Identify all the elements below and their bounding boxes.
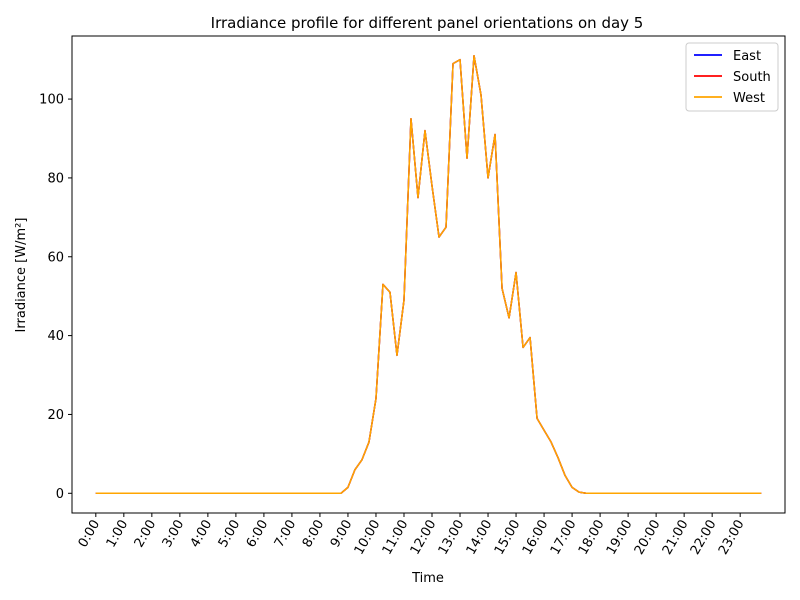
y-tick-label: 80 bbox=[47, 171, 64, 186]
x-axis-label: Time bbox=[411, 571, 444, 586]
x-tick-label: 6:00 bbox=[244, 518, 272, 551]
x-axis: 0:00 1:00 2:00 3:00 4:00 5:00 6:00 7:00 8:00 9:00… bbox=[76, 513, 748, 557]
legend-label-south: South bbox=[733, 70, 771, 85]
x-tick-label: 23:00 bbox=[716, 518, 748, 558]
x-tick-label: 3:00 bbox=[160, 518, 188, 551]
y-tick-label: 40 bbox=[47, 329, 64, 344]
x-tick-label: 2:00 bbox=[132, 518, 160, 551]
series-line-east bbox=[95, 54, 762, 495]
x-tick-label: 17:00 bbox=[548, 518, 580, 558]
x-tick-label: 9:00 bbox=[328, 518, 356, 551]
y-tick-label: 20 bbox=[47, 408, 64, 423]
series-line-west bbox=[95, 54, 762, 495]
legend-label-west: West bbox=[733, 91, 765, 106]
x-tick-label: 5:00 bbox=[216, 518, 244, 551]
y-axis-label: Irradiance [W/m²] bbox=[14, 218, 29, 333]
x-tick-label: 11:00 bbox=[380, 518, 412, 558]
x-tick-label: 7:00 bbox=[272, 518, 300, 551]
x-tick-label: 12:00 bbox=[408, 518, 440, 558]
legend-box bbox=[685, 42, 779, 112]
x-tick-label: 13:00 bbox=[436, 518, 468, 558]
chart-title: Irradiance profile for different panel o… bbox=[211, 14, 644, 32]
plot-frame bbox=[71, 35, 786, 514]
y-axis: 0 20 40 60 80 100 bbox=[39, 93, 72, 502]
x-tick-label: 14:00 bbox=[464, 518, 496, 558]
series-line-south bbox=[95, 54, 762, 495]
x-tick-label: 21:00 bbox=[660, 518, 692, 558]
x-tick-label: 1:00 bbox=[104, 518, 132, 551]
x-tick-label: 8:00 bbox=[300, 518, 328, 551]
y-tick-label: 100 bbox=[39, 93, 64, 108]
x-tick-label: 0:00 bbox=[76, 518, 104, 551]
y-tick-label: 0 bbox=[56, 487, 64, 502]
x-tick-label: 19:00 bbox=[604, 518, 636, 558]
y-tick-label: 60 bbox=[47, 250, 64, 265]
x-tick-label: 10:00 bbox=[352, 518, 384, 558]
plot-area bbox=[95, 54, 762, 495]
x-tick-label: 22:00 bbox=[688, 518, 720, 558]
x-tick-label: 18:00 bbox=[576, 518, 608, 558]
x-tick-label: 16:00 bbox=[520, 518, 552, 558]
legend: East South West bbox=[685, 42, 779, 112]
x-tick-label: 20:00 bbox=[632, 518, 664, 558]
legend-label-east: East bbox=[733, 49, 761, 64]
x-tick-label: 15:00 bbox=[492, 518, 524, 558]
x-tick-label: 4:00 bbox=[188, 518, 216, 551]
